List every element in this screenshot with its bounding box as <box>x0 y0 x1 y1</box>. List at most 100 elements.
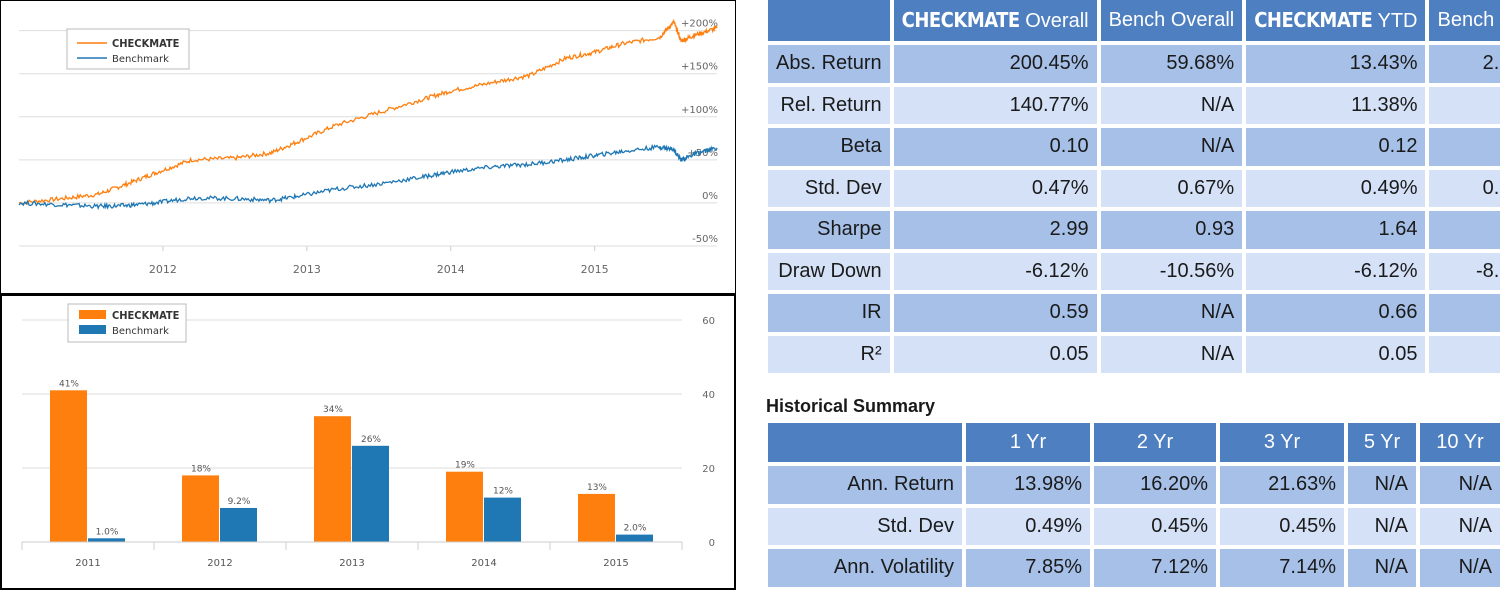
table-cell: 140.77% <box>891 84 1099 126</box>
header-bench-ytd: Bench YTD <box>1427 0 1500 43</box>
data-label: 12% <box>493 487 513 497</box>
table-cell: -8.93% <box>1427 250 1500 292</box>
x-tick-label: 2013 <box>339 558 364 569</box>
table-cell: 11.38% <box>1244 84 1428 126</box>
row-label: IR <box>766 292 892 334</box>
header-cell-empty <box>766 421 964 464</box>
bar-checkmate-2015[interactable] <box>578 493 615 542</box>
bar-checkmate-2012[interactable] <box>182 475 219 542</box>
y-tick-label: -50% <box>692 234 718 245</box>
legend-box <box>66 28 190 70</box>
table-cell: -10.56% <box>1098 250 1245 292</box>
table-cell: 0.10 <box>891 126 1099 168</box>
table-cell: 0.59 <box>891 292 1099 334</box>
row-label: Ann. Volatility <box>766 547 964 589</box>
table-cell: 7.14% <box>1218 547 1346 589</box>
data-label: 9.2% <box>228 497 251 507</box>
bar-checkmate-2011[interactable] <box>50 390 87 542</box>
table-cell: N/A <box>1418 505 1500 547</box>
legend-label-benchmark[interactable]: Benchmark <box>112 326 169 337</box>
table-cell: N/A <box>1427 126 1500 168</box>
table-cell: N/A <box>1346 505 1418 547</box>
table-cell: 0.66 <box>1244 292 1428 334</box>
header-checkmate-ytd: CHECKMATE YTD <box>1244 0 1428 43</box>
table-cell: 21.63% <box>1218 464 1346 506</box>
table-cell: 1.64 <box>1244 209 1428 251</box>
legend-label-benchmark[interactable]: Benchmark <box>112 54 169 65</box>
table-cell: 0.47% <box>891 167 1099 209</box>
data-label: 26% <box>361 435 381 445</box>
series-line-checkmate[interactable] <box>18 18 718 206</box>
data-label: 13% <box>587 483 607 493</box>
table-cell: 0.05 <box>1244 333 1428 375</box>
x-tick-label: 2014 <box>437 263 465 276</box>
bar-benchmark-2014[interactable] <box>484 497 521 542</box>
table-cell: N/A <box>1427 84 1500 126</box>
y-tick-label: +150% <box>681 62 718 73</box>
x-tick-label: 2014 <box>471 558 496 569</box>
table-cell: N/A <box>1346 547 1418 589</box>
table-cell: N/A <box>1098 333 1245 375</box>
bar-benchmark-2012[interactable] <box>220 507 257 542</box>
table-cell: 0.05 <box>891 333 1099 375</box>
bar-benchmark-2015[interactable] <box>616 534 653 542</box>
data-label: 2.0% <box>624 524 647 534</box>
bar-chart-panel: 60 40 20 0 41% 1.0% 18% 9.2% 34% 26% 19% 12% 13% 2.0… <box>0 294 736 590</box>
row-label: R² <box>766 333 892 375</box>
table-cell: 2.05% <box>1427 43 1500 85</box>
table-cell: 7.12% <box>1092 547 1218 589</box>
historical-summary-title: Historical Summary <box>766 396 936 416</box>
table-cell: N/A <box>1427 292 1500 334</box>
data-label: 19% <box>455 461 475 471</box>
table-cell: N/A <box>1418 547 1500 589</box>
data-label: 18% <box>191 464 211 474</box>
table-cell: 0.49% <box>1244 167 1428 209</box>
table-cell: 0.45% <box>1092 505 1218 547</box>
line-chart-legend[interactable]: CHECKMATE Benchmark <box>66 28 190 70</box>
legend-label-checkmate[interactable]: CHECKMATE <box>112 309 180 322</box>
table-row: Std. Dev 0.49% 0.45% 0.45% N/A N/A <box>766 505 1500 547</box>
bar-benchmark-2013[interactable] <box>352 445 389 542</box>
table-cell: 7.85% <box>964 547 1092 589</box>
historical-summary-table: 1 Yr 2 Yr 3 Yr 5 Yr 10 Yr Ann. Return 13.98% 1… <box>766 421 1500 589</box>
bar-checkmate-2014[interactable] <box>446 471 483 542</box>
legend-label-checkmate[interactable]: CHECKMATE <box>112 37 180 50</box>
table-row: R²0.05N/A0.05N/A <box>766 333 1500 375</box>
x-tick-label: 2015 <box>603 558 628 569</box>
table-header-row: CHECKMATE Overall Bench Overall CHECKMAT… <box>766 0 1500 43</box>
column-header: 5 Yr <box>1346 421 1418 464</box>
header-cell-empty <box>766 0 892 43</box>
row-label: Std. Dev <box>766 505 964 547</box>
bar-chart-legend[interactable]: CHECKMATE Benchmark <box>67 303 187 343</box>
x-tick-label: 2011 <box>75 558 100 569</box>
table-cell: N/A <box>1346 464 1418 506</box>
bar-benchmark-2011[interactable] <box>88 538 125 542</box>
table-cell: 0.22 <box>1427 209 1500 251</box>
column-header: 3 Yr <box>1218 421 1346 464</box>
header-bench-overall: Bench Overall <box>1098 0 1245 43</box>
y-tick-label: +100% <box>681 105 718 116</box>
x-tick-label: 2015 <box>581 263 609 276</box>
table-row: IR0.59N/A0.66N/A <box>766 292 1500 334</box>
data-label: 41% <box>59 379 79 389</box>
table-cell: 0.45% <box>1218 505 1346 547</box>
data-label: 34% <box>323 405 343 415</box>
series-line-benchmark[interactable] <box>18 143 718 211</box>
bar-checkmate-2013[interactable] <box>314 416 351 542</box>
table-header-row: 1 Yr 2 Yr 3 Yr 5 Yr 10 Yr <box>766 421 1500 464</box>
column-header: 10 Yr <box>1418 421 1500 464</box>
table-cell: 0.12 <box>1244 126 1428 168</box>
row-label: Sharpe <box>766 209 892 251</box>
table-cell: 2.99 <box>891 209 1099 251</box>
table-cell: 13.43% <box>1244 43 1428 85</box>
performance-summary-table: CHECKMATE Overall Bench Overall CHECKMAT… <box>766 0 1500 375</box>
annual-return-bar-chart: 60 40 20 0 41% 1.0% 18% 9.2% 34% 26% 19% 12% 13% 2.0… <box>21 303 715 569</box>
row-label: Ann. Return <box>766 464 964 506</box>
table-cell: 16.20% <box>1092 464 1218 506</box>
table-cell: 59.68% <box>1098 43 1245 85</box>
column-header: 1 Yr <box>964 421 1092 464</box>
